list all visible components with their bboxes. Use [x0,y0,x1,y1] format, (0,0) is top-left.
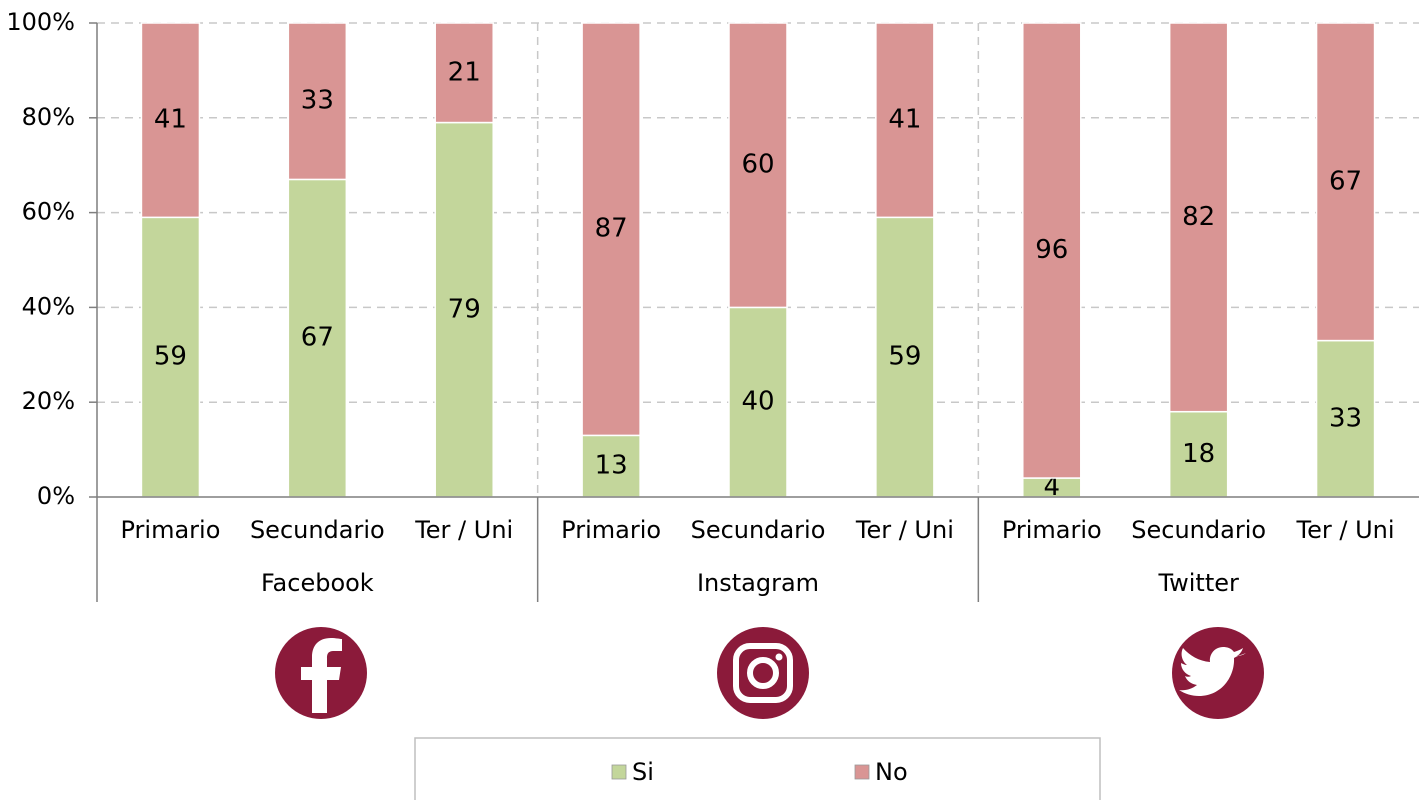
data-label: 40 [741,387,774,417]
bar-segment [581,22,641,437]
y-tick-label: 20% [22,387,75,415]
group-label: Instagram [697,569,819,597]
data-label: 41 [888,105,921,135]
data-label: 13 [595,451,628,481]
y-tick-label: 60% [22,198,75,226]
data-label: 87 [595,214,628,244]
x-tick-label: Secundario [1131,516,1266,544]
data-label: 67 [301,323,334,353]
bar-segment [287,178,348,498]
x-tick-label: Ter / Uni [1296,516,1395,544]
x-tick-label: Secundario [691,516,826,544]
bar-segment [728,22,788,309]
legend-label: No [875,758,908,786]
data-label: 33 [1329,403,1362,433]
bar-segment [140,216,201,498]
legend-box [414,737,1101,800]
x-tick-label: Secundario [250,516,385,544]
group-label: Facebook [261,569,374,597]
y-tick-label: 100% [6,8,75,36]
bar-segment [875,22,935,219]
x-tick-label: Ter / Uni [855,516,954,544]
icon-twitter [1172,627,1264,719]
data-label: 41 [154,105,187,135]
data-label: 59 [888,342,921,372]
bar-segment [875,216,935,498]
data-label: 67 [1329,166,1362,196]
y-tick-label: 40% [22,292,75,320]
data-label: 18 [1182,439,1215,469]
bar-segment [1168,22,1229,413]
icon-facebook [275,627,367,719]
icon-instagram [717,627,809,719]
data-label: 21 [448,57,481,87]
bar-segment [728,306,788,498]
legend-swatch [611,764,627,780]
bar-segment [140,22,201,219]
data-label: 79 [448,294,481,324]
legend-label: Si [632,758,654,786]
data-label: 59 [154,342,187,372]
data-label: 82 [1182,202,1215,232]
legend-swatch [854,764,870,780]
x-tick-label: Primario [120,516,220,544]
bar-segment [1315,22,1376,342]
x-tick-label: Primario [1002,516,1102,544]
data-label: 4 [1044,472,1061,502]
y-tick-label: 80% [22,103,75,131]
bar-segment [287,22,348,181]
data-label: 33 [301,86,334,116]
data-label: 96 [1035,235,1068,265]
y-tick-label: 0% [37,482,75,510]
bar-segment [434,22,494,124]
x-tick-label: Primario [561,516,661,544]
bar-segment [434,121,494,498]
bar-segment [581,434,641,498]
bar-segment [1022,22,1082,479]
group-label: Twitter [1157,569,1239,597]
x-tick-label: Ter / Uni [414,516,513,544]
data-label: 60 [741,150,774,180]
